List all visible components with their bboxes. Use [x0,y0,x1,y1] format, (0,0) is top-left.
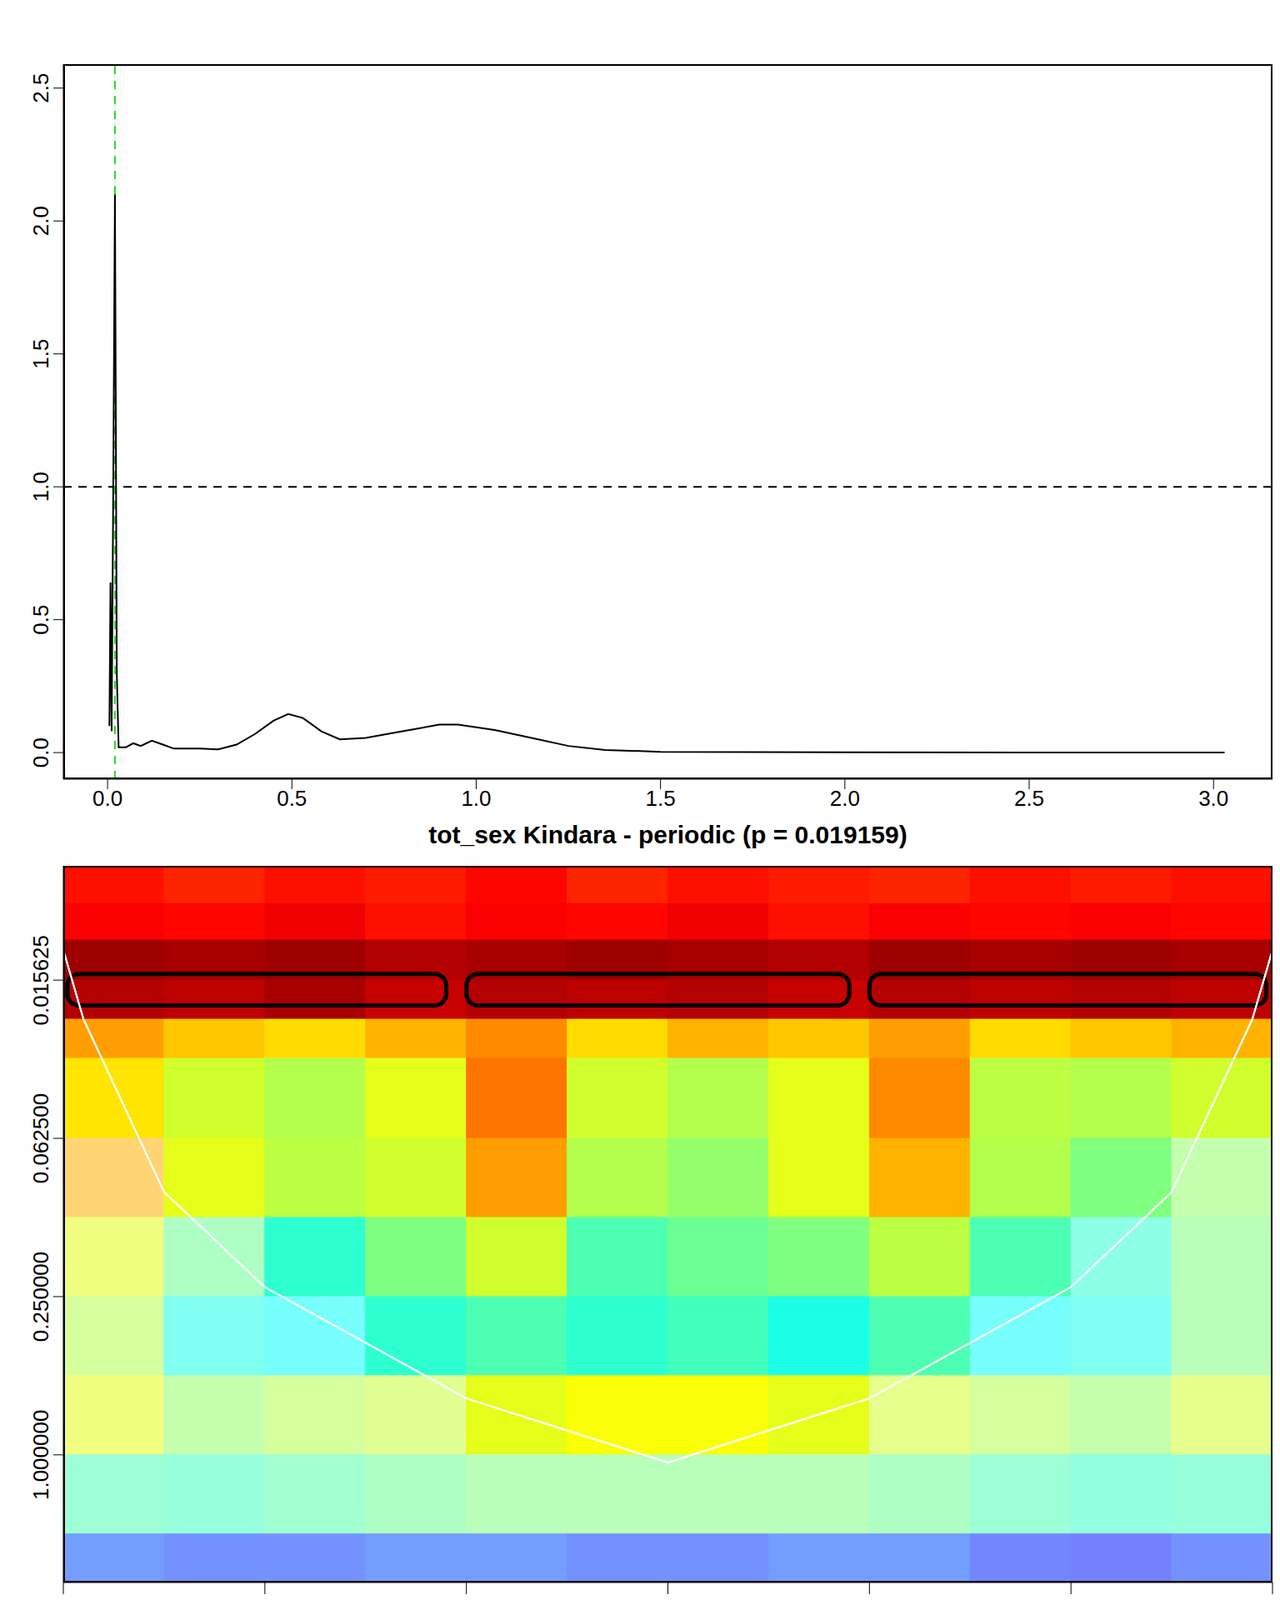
svg-text:2.5: 2.5 [28,73,54,104]
svg-text:0.015625: 0.015625 [28,935,54,1025]
svg-text:0.250000: 0.250000 [28,1251,54,1342]
svg-text:0.0: 0.0 [28,737,54,768]
svg-text:2.5: 2.5 [1014,785,1045,811]
svg-text:1.0: 1.0 [28,471,54,502]
html-text:tot_sex Kindara - periodic (p: tot_sex Kindara - periodic (p = 0.019159… [428,820,908,849]
svg-text:1.5: 1.5 [28,339,54,370]
svg-text:0.5: 0.5 [28,605,54,635]
svg-text:2.0: 2.0 [830,785,860,811]
svg-text:0.0: 0.0 [92,785,123,811]
svg-text:0.5: 0.5 [276,785,307,811]
svg-text:3.0: 3.0 [1198,785,1229,811]
svg-text:1.0: 1.0 [460,785,491,811]
svg-text:2.0: 2.0 [28,205,54,236]
svg-text:1.000000: 1.000000 [28,1410,54,1500]
svg-text:0.062500: 0.062500 [28,1093,54,1184]
svg-text:1.5: 1.5 [645,785,676,811]
